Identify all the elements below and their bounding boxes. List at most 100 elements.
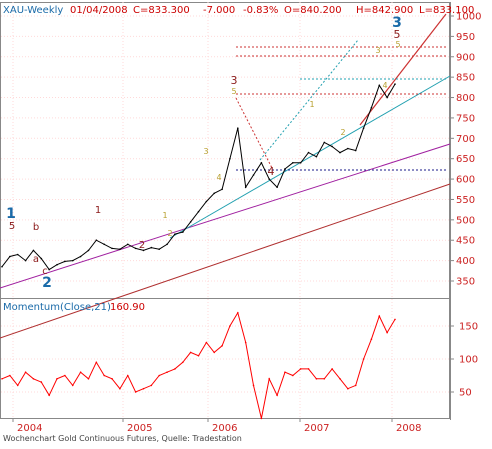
price-point-32 — [252, 174, 255, 176]
price-tick-label-2: 450 — [456, 236, 475, 247]
momentum-label: Momentum(Close,21) — [3, 302, 111, 313]
momentum-point-0 — [1, 378, 3, 380]
momentum-point-2 — [16, 384, 19, 387]
momentum-point-26 — [205, 341, 208, 344]
x-tick-label-2: 2006 — [212, 423, 237, 434]
price-tick-label-0: 350 — [456, 277, 475, 288]
momentum-point-43 — [339, 378, 341, 380]
wave-label-19: 3 — [392, 15, 402, 31]
wave-label-15: 1 — [309, 100, 314, 109]
price-point-15 — [119, 248, 121, 250]
price-point-18 — [142, 249, 145, 252]
header-open: O=840.200 — [284, 5, 342, 16]
price-point-16 — [126, 243, 129, 246]
price-point-5 — [40, 257, 43, 260]
momentum-point-24 — [189, 351, 192, 354]
momentum-point-17 — [134, 391, 137, 393]
momentum-point-13 — [103, 374, 105, 377]
price-point-19 — [150, 246, 153, 249]
x-tick-label-1: 2005 — [127, 423, 152, 434]
momentum-point-19 — [150, 384, 153, 387]
momentum-point-10 — [79, 371, 82, 374]
momentum-value: 160.90 — [110, 302, 145, 313]
trendlines — [0, 13, 451, 339]
price-point-48 — [378, 84, 381, 87]
momentum-point-22 — [174, 368, 176, 370]
momentum-point-20 — [158, 374, 160, 377]
price-point-40 — [315, 155, 318, 158]
wave-label-1: 5 — [9, 221, 15, 232]
momentum-point-41 — [323, 378, 326, 380]
price-tick-label-11: 900 — [456, 52, 475, 63]
price-point-31 — [244, 186, 247, 189]
momentum-point-31 — [244, 341, 247, 344]
wave-label-14: 4 — [268, 165, 275, 178]
momentum-point-48 — [378, 315, 381, 317]
wave-label-17: 3 — [375, 46, 380, 55]
price-axis-ticks: 350 400 450 500 550 600 650 700 750 800 850 900 950 1… — [450, 12, 481, 288]
wave-guide-teal — [259, 39, 359, 161]
price-point-41 — [323, 141, 326, 144]
momentum-point-5 — [40, 381, 43, 383]
price-point-30 — [237, 127, 239, 129]
x-tick-label-3: 2007 — [304, 423, 329, 434]
momentum-point-1 — [9, 374, 11, 377]
wave-label-3: a — [33, 254, 39, 265]
price-point-1 — [9, 255, 11, 258]
price-point-12 — [95, 239, 98, 242]
momentum-point-39 — [307, 368, 310, 370]
momentum-point-25 — [197, 354, 200, 357]
header-change-pct: -0.83% — [243, 5, 278, 16]
header-low: L=833.100 — [419, 5, 474, 16]
momentum-point-27 — [213, 351, 216, 354]
price-point-8 — [64, 260, 66, 263]
momentum-point-15 — [119, 387, 121, 390]
momentum-point-21 — [166, 371, 168, 374]
gridlines — [1, 2, 449, 418]
momentum-point-42 — [331, 368, 333, 370]
price-tick-label-1: 400 — [456, 256, 475, 267]
wave-label-16: 2 — [340, 128, 345, 137]
price-point-3 — [24, 259, 27, 262]
wave-label-0: 1 — [6, 206, 16, 222]
momentum-point-36 — [284, 371, 286, 374]
price-point-13 — [103, 243, 105, 246]
price-tick-label-8: 750 — [456, 113, 475, 124]
price-point-39 — [307, 151, 310, 154]
price-point-44 — [347, 147, 349, 150]
price-point-23 — [181, 231, 184, 233]
price-tick-label-13: 1000 — [456, 12, 481, 23]
wave-label-20: 5 — [394, 28, 401, 41]
price-point-25 — [197, 210, 200, 213]
trendline-teal — [169, 75, 451, 239]
price-point-22 — [174, 233, 176, 235]
price-point-21 — [166, 243, 168, 246]
momentum-point-18 — [142, 387, 145, 390]
price-tick-label-9: 800 — [456, 93, 475, 104]
header-change: -7.000 — [203, 5, 235, 16]
momentum-point-46 — [362, 358, 365, 360]
momentum-point-14 — [111, 378, 113, 380]
price-point-10 — [79, 255, 82, 258]
momentum-tick-label-2: 150 — [459, 322, 478, 333]
price-tick-label-5: 600 — [456, 175, 475, 186]
price-point-7 — [56, 263, 58, 266]
momentum-point-33 — [260, 417, 263, 420]
price-point-6 — [48, 268, 50, 271]
price-point-4 — [32, 249, 35, 252]
header-symbol: XAU-Weekly — [3, 5, 63, 16]
price-point-14 — [111, 247, 113, 250]
momentum-point-37 — [292, 374, 294, 377]
wave-label-4: c — [42, 266, 48, 277]
price-point-11 — [87, 249, 90, 252]
wave-label-8: 1 — [162, 211, 167, 220]
price-point-24 — [189, 221, 192, 223]
wave-label-11: 4 — [216, 173, 221, 182]
price-point-26 — [205, 200, 208, 203]
momentum-point-16 — [126, 374, 129, 377]
momentum-point-28 — [221, 345, 223, 347]
momentum-point-32 — [252, 384, 255, 387]
price-tick-label-12: 950 — [456, 32, 475, 43]
